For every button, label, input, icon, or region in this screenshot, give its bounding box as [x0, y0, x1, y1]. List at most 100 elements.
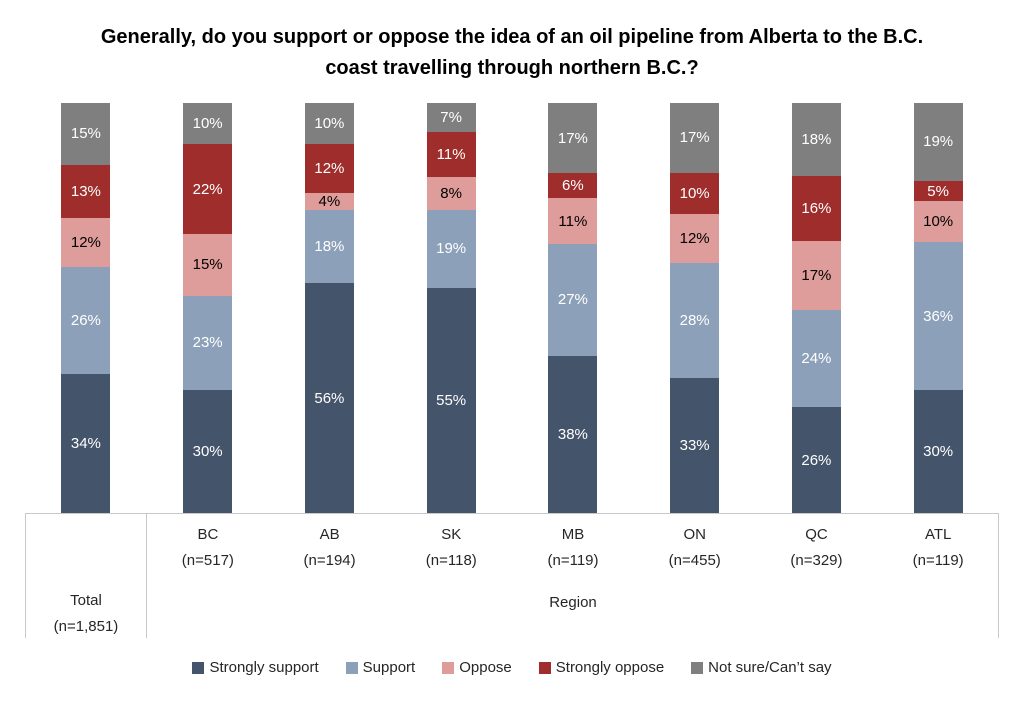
stacked-bar-qc: 18% 16% 17% 24% 26% — [791, 103, 841, 513]
category-name: ATL — [924, 526, 952, 543]
axis-border-right — [998, 513, 999, 638]
legend-label: Support — [362, 659, 416, 676]
category-label-qc: QC (n=329) — [756, 522, 878, 574]
legend-swatch-support — [345, 661, 358, 674]
segment-on-support: 28% — [670, 262, 720, 378]
segment-qc-oppose: 17% — [791, 241, 841, 311]
segment-atl-strongly-support: 30% — [913, 390, 963, 513]
category-label-ab: AB (n=194) — [269, 522, 391, 574]
region-group-label: Region — [549, 594, 597, 611]
legend-label: Oppose — [459, 659, 512, 676]
category-label-atl: ATL (n=119) — [877, 522, 999, 574]
legend-item-support: Support — [345, 659, 416, 676]
legend-swatch-not-sure-can-t-say — [691, 661, 704, 674]
legend-swatch-oppose — [442, 661, 455, 674]
plot-area: 15% 13% 12% 26% 34% 10% 22% 15% 23% 30% 10% 12% 4% 18… — [25, 103, 999, 513]
category-name: SK — [441, 526, 462, 543]
stacked-bar-ab: 10% 12% 4% 18% 56% — [304, 103, 354, 513]
chart-title: Generally, do you support or oppose the … — [100, 26, 924, 79]
bar-column-bc: 10% 22% 15% 23% 30% — [147, 103, 269, 513]
legend-item-strongly-oppose: Strongly oppose — [538, 659, 665, 676]
category-name: AB — [319, 526, 340, 543]
segment-mb-not-sure-can-t-say: 17% — [548, 103, 598, 174]
segment-on-oppose: 12% — [670, 213, 720, 263]
category-sample-size: (n=119) — [547, 552, 599, 569]
segment-atl-strongly-oppose: 5% — [913, 180, 963, 202]
segment-sk-strongly-oppose: 11% — [426, 131, 476, 177]
category-sample-size: (n=517) — [181, 552, 234, 569]
legend-item-oppose: Oppose — [442, 659, 512, 676]
category-sample-size: (n=329) — [790, 552, 843, 569]
segment-total-strongly-oppose: 13% — [61, 164, 111, 218]
segment-total-strongly-support: 34% — [61, 373, 111, 513]
segment-on-strongly-oppose: 10% — [670, 172, 720, 214]
segment-sk-oppose: 8% — [426, 176, 476, 210]
bar-column-mb: 17% 6% 11% 27% 38% — [512, 103, 634, 513]
category-sample-size: (n=194) — [303, 552, 356, 569]
region-labels: BC (n=517) AB (n=194) SK (n=118) MB (n=119) ON (n… — [147, 522, 999, 574]
segment-sk-strongly-support: 55% — [426, 287, 476, 513]
segment-ab-strongly-oppose: 12% — [304, 144, 354, 194]
category-label-mb: MB (n=119) — [512, 522, 634, 574]
segment-on-not-sure-can-t-say: 17% — [670, 103, 720, 173]
legend-label: Strongly oppose — [555, 659, 665, 676]
stacked-bar-bc: 10% 22% 15% 23% 30% — [183, 103, 233, 513]
segment-qc-support: 24% — [791, 310, 841, 408]
stacked-bar-on: 17% 10% 12% 28% 33% — [670, 103, 720, 513]
category-name: QC — [805, 526, 828, 543]
segment-bc-strongly-support: 30% — [183, 390, 233, 513]
segment-total-oppose: 12% — [61, 217, 111, 267]
segment-atl-support: 36% — [913, 242, 963, 390]
segment-qc-strongly-support: 26% — [791, 407, 841, 513]
segment-ab-support: 18% — [304, 209, 354, 284]
stacked-bar-mb: 17% 6% 11% 27% 38% — [548, 103, 598, 513]
bar-column-ab: 10% 12% 4% 18% 56% — [269, 103, 391, 513]
legend-label: Strongly support — [209, 659, 319, 676]
segment-bc-strongly-oppose: 22% — [183, 144, 233, 235]
category-sample-size: (n=119) — [912, 552, 964, 569]
legend-swatch-strongly-support — [192, 661, 205, 674]
legend-swatch-strongly-oppose — [538, 661, 551, 674]
segment-bc-oppose: 15% — [183, 234, 233, 296]
segment-ab-oppose: 4% — [304, 193, 354, 210]
bar-column-sk: 7% 11% 8% 19% 55% — [390, 103, 512, 513]
stacked-bar-total: 15% 13% 12% 26% 34% — [61, 103, 111, 513]
category-label-total: Total (n=1,851) — [25, 588, 147, 640]
axis-divider-total-region — [146, 513, 147, 638]
segment-qc-strongly-oppose: 16% — [791, 176, 841, 242]
segment-mb-strongly-support: 38% — [548, 355, 598, 513]
bar-column-qc: 18% 16% 17% 24% 26% — [756, 103, 878, 513]
segment-sk-support: 19% — [426, 209, 476, 288]
category-label-bc: BC (n=517) — [147, 522, 269, 574]
legend: Strongly support Support Oppose Strongly op… — [0, 659, 1024, 676]
bar-column-atl: 19% 5% 10% 36% 30% — [877, 103, 999, 513]
segment-on-strongly-support: 33% — [670, 377, 720, 513]
segment-total-support: 26% — [61, 267, 111, 374]
legend-item-not-sure-can-t-say: Not sure/Can’t say — [691, 659, 832, 676]
segment-qc-not-sure-can-t-say: 18% — [791, 103, 841, 177]
segment-sk-not-sure-can-t-say: 7% — [426, 103, 476, 132]
category-name: ON — [683, 526, 706, 543]
stacked-bar-sk: 7% 11% 8% 19% 55% — [426, 103, 476, 513]
category-label-sk: SK (n=118) — [390, 522, 512, 574]
category-label-on: ON (n=455) — [634, 522, 756, 574]
stacked-bar-atl: 19% 5% 10% 36% 30% — [913, 103, 963, 513]
segment-atl-not-sure-can-t-say: 19% — [913, 103, 963, 181]
segment-ab-not-sure-can-t-say: 10% — [304, 103, 354, 144]
x-axis-baseline — [25, 513, 999, 514]
segment-total-not-sure-can-t-say: 15% — [61, 103, 111, 165]
legend-label: Not sure/Can’t say — [708, 659, 832, 676]
category-name: MB — [561, 526, 585, 543]
segment-atl-oppose: 10% — [913, 201, 963, 243]
segment-bc-support: 23% — [183, 295, 233, 390]
category-sample-size: (n=118) — [425, 552, 477, 569]
segment-bc-not-sure-can-t-say: 10% — [183, 103, 233, 144]
category-sample-size: (n=455) — [668, 552, 721, 569]
total-label-line1: Total — [70, 592, 102, 609]
total-label-line2: (n=1,851) — [53, 618, 119, 635]
bar-column-total: 15% 13% 12% 26% 34% — [25, 103, 147, 513]
segment-mb-strongly-oppose: 6% — [548, 173, 598, 199]
segment-mb-oppose: 11% — [548, 198, 598, 244]
bar-column-on: 17% 10% 12% 28% 33% — [634, 103, 756, 513]
